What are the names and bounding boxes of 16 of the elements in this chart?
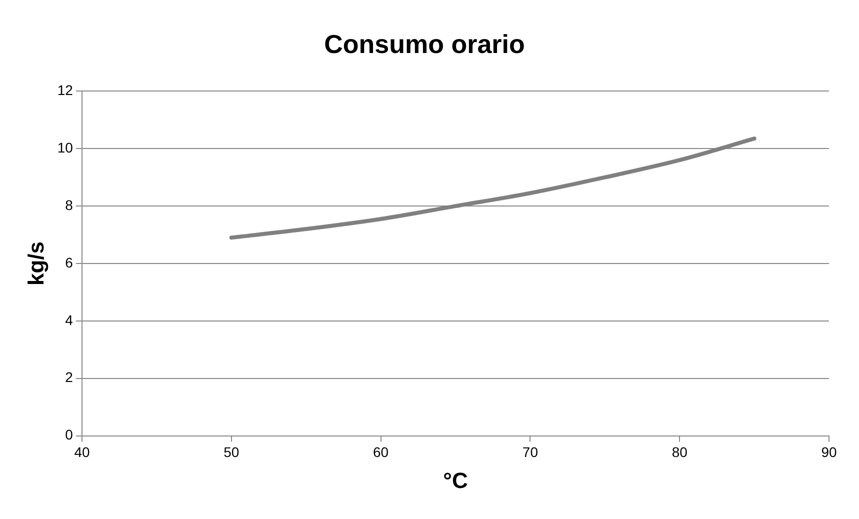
y-tick-label: 6 bbox=[65, 254, 74, 270]
y-tick-label: 10 bbox=[57, 139, 74, 156]
x-tick-label: 70 bbox=[522, 444, 538, 460]
y-tick-label: 2 bbox=[65, 369, 74, 386]
y-tick-label: 12 bbox=[57, 82, 74, 98]
y-tick-label: 8 bbox=[65, 196, 74, 213]
x-tick-label: 40 bbox=[74, 444, 90, 460]
y-tick-label: 0 bbox=[65, 426, 74, 443]
y-axis-title: kg/s bbox=[23, 241, 48, 286]
x-tick-label: 80 bbox=[672, 444, 688, 460]
x-tick-label: 60 bbox=[372, 444, 389, 460]
x-tick-label: 50 bbox=[224, 444, 240, 460]
x-axis-title: °C bbox=[443, 468, 468, 493]
y-tick-label: 4 bbox=[65, 312, 74, 328]
x-tick-label: 90 bbox=[821, 444, 837, 460]
chart-title: Consumo orario bbox=[324, 28, 525, 59]
